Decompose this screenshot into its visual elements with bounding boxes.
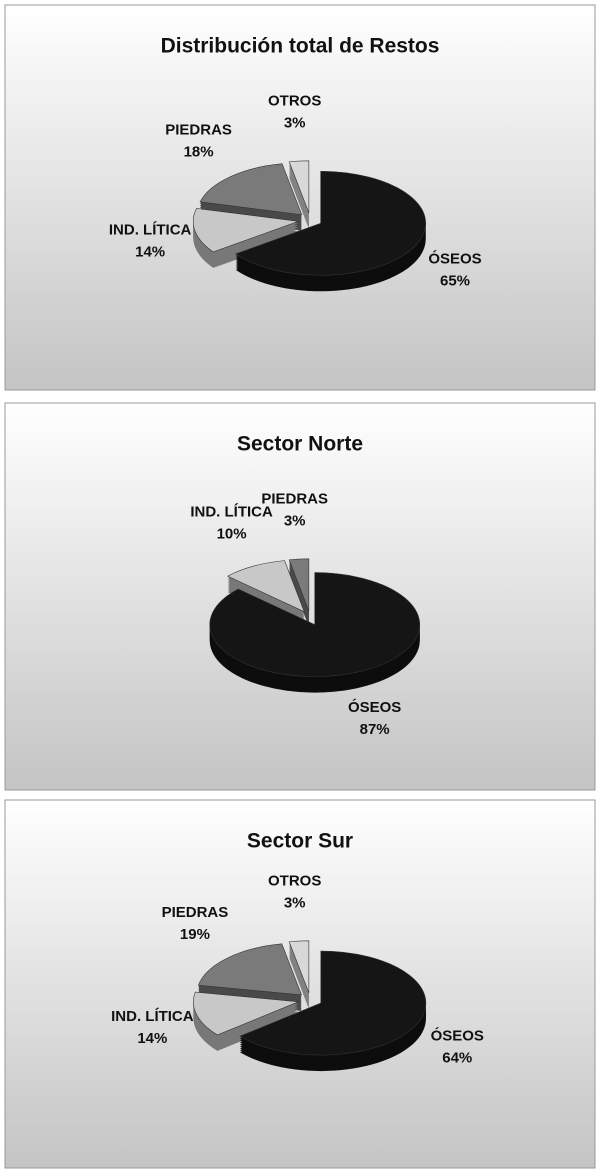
- slice: [235, 170, 426, 276]
- slice-value-label: 3%: [284, 512, 306, 529]
- slice-value-label: 14%: [137, 1030, 167, 1047]
- slice: [239, 950, 427, 1056]
- slice: [197, 943, 302, 996]
- slice-value-label: 3%: [284, 894, 306, 911]
- slice: [227, 560, 305, 613]
- slice-label: OTROS: [268, 872, 321, 889]
- slice-label: PIEDRAS: [162, 904, 229, 921]
- slice: [193, 991, 299, 1036]
- slice-label: IND. LÍTICA: [111, 1008, 194, 1025]
- slice: [288, 160, 310, 213]
- slice-value-label: 14%: [135, 243, 165, 260]
- chart-title: Sector Sur: [247, 830, 353, 853]
- slice: [288, 940, 310, 993]
- slice-label: IND. LÍTICA: [109, 221, 192, 238]
- slice-value-label: 65%: [440, 273, 470, 290]
- slice-label: ÓSEOS: [428, 250, 481, 268]
- slice: [288, 558, 310, 611]
- chart-title: Sector Norte: [237, 433, 363, 456]
- slice-value-label: 3%: [284, 114, 306, 131]
- chart: Sector Sur ÓSEOS 64% IND. LÍTICA 14% PIEDRAS 1…: [4, 799, 596, 1169]
- slice-label: PIEDRAS: [261, 490, 328, 507]
- chart: Sector Norte ÓSEOS 87% IND. LÍTICA 10% PIEDRA…: [4, 402, 596, 791]
- slice-value-label: 10%: [217, 525, 247, 542]
- slice: [199, 163, 303, 216]
- slice: [192, 208, 299, 253]
- chart: Distribución total de Restos ÓSEOS 65% IND.…: [4, 4, 596, 391]
- chart-title: Distribución total de Restos: [161, 35, 440, 58]
- slice-value-label: 87%: [360, 721, 390, 738]
- slice-label: ÓSEOS: [348, 698, 401, 716]
- slice: [209, 572, 420, 677]
- slice-value-label: 19%: [180, 926, 210, 943]
- slice-value-label: 18%: [184, 143, 214, 160]
- slice-label: IND. LÍTICA: [190, 503, 273, 520]
- slice-label: ÓSEOS: [431, 1026, 484, 1044]
- slice-label: PIEDRAS: [165, 121, 232, 138]
- slice-label: OTROS: [268, 92, 321, 109]
- slice-value-label: 64%: [442, 1049, 472, 1066]
